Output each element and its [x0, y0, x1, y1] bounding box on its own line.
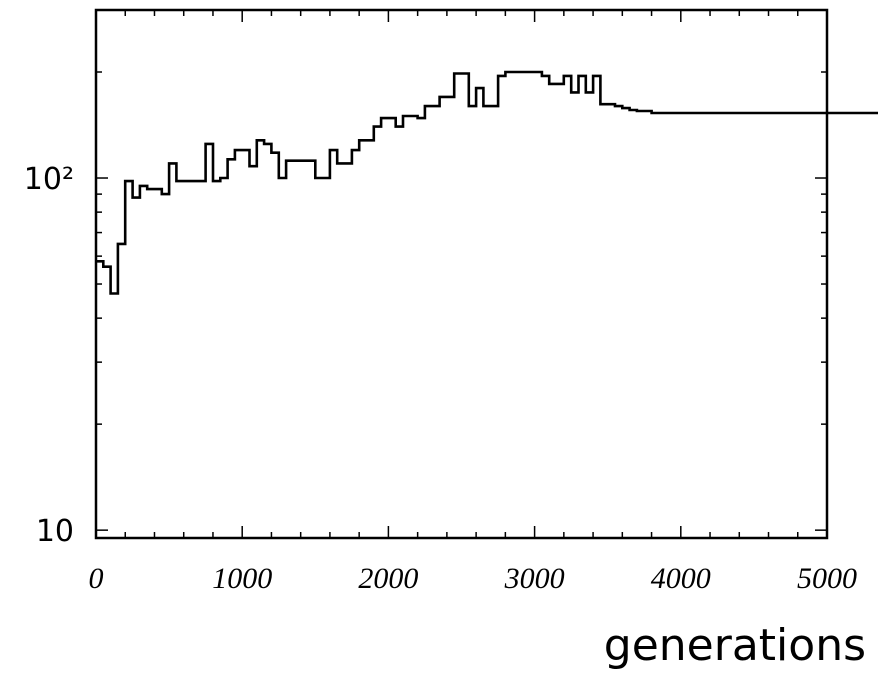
- x-ticks: [95, 10, 828, 538]
- x-axis-label: generations: [604, 620, 866, 671]
- y-tick-labels: 10 10²: [24, 162, 74, 549]
- x-tick-label: 3000: [504, 562, 565, 595]
- x-tick-label: 0: [89, 562, 104, 595]
- x-tick-label: 2000: [358, 562, 418, 595]
- plot-frame: [94, 8, 829, 540]
- y-tick-label: 10²: [24, 162, 74, 197]
- x-tick-label: 4000: [651, 562, 711, 595]
- series-0-step-line: [96, 70, 878, 295]
- x-tick-labels: 0 1000 2000 3000 4000 5000: [89, 562, 858, 595]
- x-tick-label: 1000: [212, 562, 272, 595]
- x-tick-label: 5000: [797, 562, 857, 595]
- series-layer: [96, 70, 878, 295]
- y-tick-label: 10: [36, 514, 74, 549]
- y-ticks: [96, 9, 827, 531]
